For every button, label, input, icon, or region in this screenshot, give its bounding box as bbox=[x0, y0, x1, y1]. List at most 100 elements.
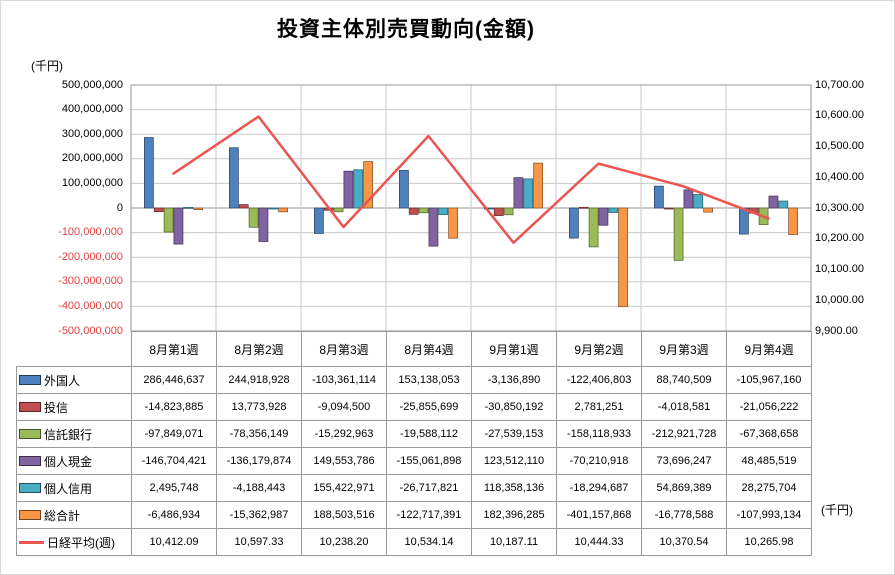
bar-信託銀行-8月第2週 bbox=[248, 207, 259, 228]
left-axis-tick: 100,000,000 bbox=[61, 176, 123, 189]
bar-信託銀行-8月第4週 bbox=[418, 207, 429, 214]
bar-投信-9月第2週 bbox=[578, 206, 589, 209]
bar-個人現金-8月第2週 bbox=[258, 207, 269, 242]
table-cell: -3,136,890 bbox=[471, 366, 557, 394]
table-cell: -401,157,868 bbox=[556, 501, 642, 529]
table-cell: -97,849,071 bbox=[131, 420, 217, 448]
table-cell: 10,265.98 bbox=[726, 528, 812, 556]
right-axis-tick: 10,200.00 bbox=[815, 232, 864, 245]
series-name: 信託銀行 bbox=[44, 427, 93, 442]
legend-key-bar-icon bbox=[19, 510, 41, 520]
bar-外国人-9月第1週 bbox=[484, 207, 494, 210]
table-row: 投信 -14,823,885 13,773,928 -9,094,500 -25,855… bbox=[16, 393, 812, 421]
table-cell: -21,056,222 bbox=[726, 393, 812, 421]
table-cell: -4,018,581 bbox=[641, 393, 727, 421]
category-label: 9月第2週 bbox=[556, 331, 642, 367]
bar-個人現金-9月第1週 bbox=[513, 177, 524, 209]
bar-外国人-8月第2週 bbox=[229, 147, 239, 209]
table-cell: 2,781,251 bbox=[556, 393, 642, 421]
bar-投信-9月第1週 bbox=[493, 207, 504, 216]
left-axis-ticks: 500,000,000 400,000,000 300,000,000 200,000… bbox=[1, 1, 127, 574]
table-cell: 10,534.14 bbox=[386, 528, 472, 556]
data-table: 外国人 286,446,637 244,918,928 -103,361,114 153… bbox=[16, 366, 812, 556]
series-header: 日経平均(週) bbox=[16, 528, 132, 556]
bar-信託銀行-8月第1週 bbox=[163, 207, 174, 233]
series-name: 日経平均(週) bbox=[47, 535, 115, 550]
nikkei-average-line bbox=[172, 115, 770, 244]
chart-title: 投資主体別売買動向(金額) bbox=[277, 18, 535, 41]
table-cell: -78,356,149 bbox=[216, 420, 302, 448]
right-axis-ticks: 10,700.00 10,600.00 10,500.00 10,400.00 10,3… bbox=[815, 1, 894, 574]
bar-投信-9月第3週 bbox=[663, 207, 674, 210]
table-cell: 188,503,516 bbox=[301, 501, 387, 529]
bar-総合計-9月第1週 bbox=[533, 162, 543, 209]
bar-総合計-8月第3週 bbox=[363, 161, 373, 209]
table-cell: -107,993,134 bbox=[726, 501, 812, 529]
bar-外国人-9月第2週 bbox=[569, 207, 579, 239]
table-cell: 10,444.33 bbox=[556, 528, 642, 556]
table-cell: -105,967,160 bbox=[726, 366, 812, 394]
table-cell: 153,138,053 bbox=[386, 366, 472, 394]
bar-総合計-9月第4週 bbox=[788, 207, 798, 235]
bar-総合計-8月第4週 bbox=[448, 207, 458, 239]
bar-外国人-8月第4週 bbox=[399, 169, 409, 209]
table-row: 総合計 -6,486,934 -15,362,987 188,503,516 -122,… bbox=[16, 501, 812, 529]
bar-総合計-8月第1週 bbox=[193, 207, 203, 210]
category-label: 8月第1週 bbox=[131, 331, 217, 367]
series-header: 総合計 bbox=[16, 501, 132, 529]
table-cell: -158,118,933 bbox=[556, 420, 642, 448]
left-axis-tick: -300,000,000 bbox=[58, 275, 123, 288]
table-cell: -4,188,443 bbox=[216, 474, 302, 502]
left-axis-tick: -100,000,000 bbox=[58, 226, 123, 239]
table-cell: 123,512,110 bbox=[471, 447, 557, 475]
bar-信託銀行-9月第2週 bbox=[588, 207, 599, 248]
left-axis-tick: 0 bbox=[116, 201, 123, 214]
category-label: 8月第2週 bbox=[216, 331, 302, 367]
bar-個人現金-9月第3週 bbox=[683, 189, 694, 209]
bar-個人現金-9月第2週 bbox=[598, 207, 609, 226]
table-cell: -15,292,963 bbox=[301, 420, 387, 448]
table-cell: 149,553,786 bbox=[301, 447, 387, 475]
table-cell: 48,485,519 bbox=[726, 447, 812, 475]
right-axis-tick: 10,300.00 bbox=[815, 201, 864, 214]
right-axis-tick: 10,100.00 bbox=[815, 263, 864, 275]
table-cell: -155,061,898 bbox=[386, 447, 472, 475]
table-cell: 88,740,509 bbox=[641, 366, 727, 394]
right-axis-tick: 9,900.00 bbox=[815, 324, 858, 337]
right-axis-tick: 10,600.00 bbox=[815, 109, 864, 122]
left-axis-tick: -500,000,000 bbox=[58, 324, 123, 337]
left-axis-tick: -400,000,000 bbox=[58, 299, 123, 312]
table-cell: -18,294,687 bbox=[556, 474, 642, 502]
left-axis-unit-label: (千円) bbox=[31, 59, 63, 73]
table-row: 日経平均(週) 10,412.09 10,597.33 10,238.20 10,534… bbox=[16, 528, 812, 556]
left-axis-tick: 400,000,000 bbox=[61, 103, 123, 116]
legend-key-bar-icon bbox=[19, 375, 41, 385]
category-label: 9月第3週 bbox=[641, 331, 727, 367]
series-header: 個人信用 bbox=[16, 474, 132, 502]
table-cell: -19,588,112 bbox=[386, 420, 472, 448]
bar-総合計-9月第2週 bbox=[618, 207, 628, 308]
bar-個人信用-8月第1週 bbox=[183, 207, 194, 209]
bar-外国人-8月第3週 bbox=[314, 207, 324, 234]
right-axis-tick: 10,400.00 bbox=[815, 170, 864, 183]
bar-投信-8月第4週 bbox=[408, 207, 419, 215]
table-cell: 10,238.20 bbox=[301, 528, 387, 556]
table-cell: -27,539,153 bbox=[471, 420, 557, 448]
bar-信託銀行-9月第1週 bbox=[503, 207, 514, 216]
series-header: 個人現金 bbox=[16, 447, 132, 475]
series-header: 信託銀行 bbox=[16, 420, 132, 448]
series-name: 投信 bbox=[44, 400, 69, 415]
right-axis-tick: 10,700.00 bbox=[815, 78, 864, 91]
table-cell: -30,850,192 bbox=[471, 393, 557, 421]
bar-個人信用-8月第2週 bbox=[268, 207, 279, 210]
bar-個人現金-8月第4週 bbox=[428, 207, 439, 247]
bar-投信-8月第1週 bbox=[153, 207, 164, 213]
bar-総合計-9月第3週 bbox=[703, 207, 713, 213]
table-cell: 10,412.09 bbox=[131, 528, 217, 556]
table-cell: -26,717,821 bbox=[386, 474, 472, 502]
legend-key-bar-icon bbox=[19, 456, 41, 466]
category-label: 8月第3週 bbox=[301, 331, 387, 367]
series-name: 個人信用 bbox=[44, 481, 93, 496]
legend-key-bar-icon bbox=[19, 429, 41, 439]
